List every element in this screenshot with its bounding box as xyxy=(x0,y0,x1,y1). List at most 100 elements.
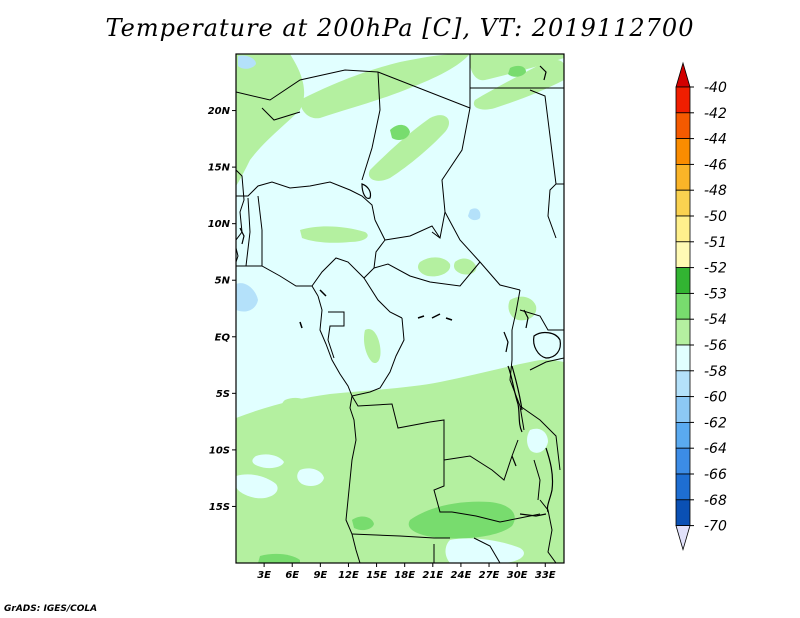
boundary-benin-togo xyxy=(245,195,263,267)
map-frame xyxy=(235,53,565,564)
field-regions-58-60 xyxy=(236,55,481,312)
boundary-nigeria-north xyxy=(236,181,376,221)
grads-credit: GrADS: IGES/COLA xyxy=(4,604,98,614)
colorbar-label: -51 xyxy=(704,235,727,251)
colorbar-label: -66 xyxy=(704,467,727,483)
boundary-mozambique xyxy=(539,499,557,563)
lon-tick-label: 18E xyxy=(394,570,415,581)
region-sw-pale-1 xyxy=(252,454,284,469)
region-angola-green xyxy=(352,516,374,531)
region-congo-patch xyxy=(363,328,381,364)
region-north-band-1 xyxy=(300,54,470,119)
boundary-angola-zambia xyxy=(433,460,452,513)
lon-tick-label: 27E xyxy=(479,570,500,581)
lat-tick-label: 5S xyxy=(216,389,230,400)
colorbar-swatch xyxy=(675,292,691,320)
field-regions-52-53 xyxy=(258,65,526,563)
boundary-east xyxy=(529,89,557,239)
boundary-kenya-tanzania xyxy=(529,357,564,371)
lon-tick-label: 15E xyxy=(366,570,387,581)
colorbar-swatch xyxy=(675,370,691,397)
region-sw-bottom xyxy=(236,537,324,563)
colorbar: -40 -42 -44 -46 -48 -50 -51 -52 -53 -54 -56 -58 -60 -… xyxy=(675,61,727,552)
lon-tick-label: 30E xyxy=(507,570,528,581)
boundary-cameroon-congo xyxy=(363,277,403,319)
region-central-patch-1 xyxy=(417,257,451,277)
field-regions-53-54 xyxy=(236,54,564,563)
colorbar-swatch xyxy=(675,344,691,372)
boundary-mali-niger xyxy=(261,107,301,121)
colorbar-swatch xyxy=(675,499,691,526)
colorbar-label: -58 xyxy=(704,364,727,380)
river-congo-segments xyxy=(299,289,453,329)
region-northwest-green xyxy=(236,54,305,186)
colorbar-label: -44 xyxy=(704,132,727,148)
lon-tick-label: 9E xyxy=(313,570,327,581)
colorbar-label: -42 xyxy=(704,106,727,122)
region-northeast-band xyxy=(473,59,564,110)
region-south-pale-4 xyxy=(445,538,524,563)
region-mid-band xyxy=(300,226,368,243)
boundary-car-south xyxy=(373,261,481,287)
region-west-patch xyxy=(282,397,308,411)
lake-kariba xyxy=(519,513,547,517)
region-northeast-small xyxy=(508,65,526,77)
colorbar-bottom-arrow xyxy=(675,525,691,552)
lon-tick-label: 24E xyxy=(451,570,472,581)
colorbar-swatch xyxy=(675,138,691,165)
region-zambia-green xyxy=(408,501,515,539)
colorbar-label: -40 xyxy=(704,80,727,96)
colorbar-top-arrow xyxy=(675,61,691,88)
colorbar-swatch xyxy=(675,421,691,449)
boundary-tanzania-south xyxy=(519,405,561,471)
colorbar-label: -48 xyxy=(704,183,727,199)
colorbar-label: -53 xyxy=(704,286,727,302)
lon-tick-label: 12E xyxy=(338,570,359,581)
region-north-green xyxy=(390,124,410,140)
lat-tick-label: 15S xyxy=(209,502,230,513)
lat-tick-label: EQ xyxy=(215,332,231,343)
colorbar-label: -52 xyxy=(704,261,727,277)
country-boundaries xyxy=(236,54,564,563)
boundary-chad-sudan xyxy=(431,107,471,239)
lake-albert xyxy=(523,309,529,329)
lake-chad xyxy=(361,183,372,199)
colorbar-label: -46 xyxy=(704,157,727,173)
boundary-niger-libya-north xyxy=(361,71,381,181)
region-south-edge xyxy=(258,553,300,563)
lat-tick-label: 15N xyxy=(208,163,231,174)
lake-mweru xyxy=(511,455,517,467)
region-central-blue xyxy=(468,208,481,221)
colorbar-swatch xyxy=(675,396,691,423)
boundary-zambia-drc xyxy=(443,439,519,481)
colorbar-label: -70 xyxy=(704,519,727,535)
lon-tick-label: 3E xyxy=(257,570,271,581)
colorbar-swatch xyxy=(675,473,691,501)
colorbar-label: -62 xyxy=(704,415,727,431)
boundary-namibia xyxy=(351,533,450,539)
lon-tick-label: 33E xyxy=(535,570,556,581)
latitude-axis: 20N 15N 10N 5N EQ 5S 10S 15S xyxy=(208,106,236,513)
lake-volta xyxy=(239,227,245,245)
map-title: Temperature at 200hPa [C], VT: 201911270… xyxy=(105,14,695,42)
colorbar-swatch xyxy=(675,112,691,140)
lakes xyxy=(239,65,561,517)
colorbar-label: -56 xyxy=(704,338,727,354)
colorbar-swatch xyxy=(675,241,691,269)
region-north-band-2 xyxy=(368,115,450,181)
region-nw-blue xyxy=(238,55,256,69)
colorbar-swatch xyxy=(675,318,691,346)
lon-tick-label: 6E xyxy=(285,570,299,581)
region-gulf-blue xyxy=(236,283,258,312)
coast-west-bulge xyxy=(236,169,245,241)
region-central-patch-2 xyxy=(453,258,477,275)
boundary-chad-car xyxy=(384,225,441,241)
lake-victoria xyxy=(533,331,561,359)
lake-kivu xyxy=(503,331,509,353)
colorbar-swatch xyxy=(675,86,691,114)
colorbar-swatch xyxy=(675,267,691,294)
colorbar-label: -64 xyxy=(704,441,727,457)
coast-gabon-congo xyxy=(317,295,361,563)
lake-ne xyxy=(539,65,547,81)
